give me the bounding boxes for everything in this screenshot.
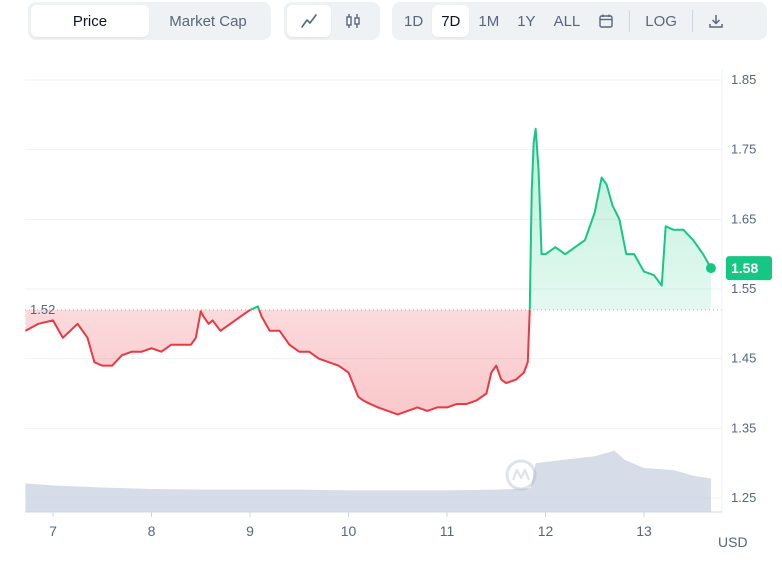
range-1y-button[interactable]: 1Y (517, 12, 536, 30)
log-scale-button[interactable]: LOG (645, 12, 677, 30)
line-chart-icon (301, 14, 317, 28)
x-tick-label: 12 (538, 523, 554, 539)
price-line-down (24, 309, 531, 416)
line-chart-button[interactable] (287, 5, 331, 37)
price-area-down (25, 309, 711, 415)
range-1d-button[interactable]: 1D (404, 12, 424, 30)
watermark-logo (505, 459, 537, 491)
last-price-tag: 1.58 (726, 256, 772, 281)
x-tick-label: 7 (49, 523, 57, 539)
tab-market-cap[interactable]: Market Cap (169, 12, 247, 30)
baseline-label: 1.52 (30, 302, 55, 317)
price-area-up (250, 128, 711, 310)
x-tick-label: 9 (246, 523, 254, 539)
y-tick-label: 1.75 (731, 142, 756, 157)
y-tick-label: 1.45 (731, 351, 756, 366)
price-line-up (248, 127, 712, 310)
metric-toggle: Price Market Cap (28, 2, 271, 40)
last-price-label: 1.58 (731, 260, 758, 276)
price-area (25, 128, 711, 415)
candlestick-button[interactable] (331, 5, 375, 37)
calendar-icon (599, 14, 613, 28)
currency-label: USD (718, 534, 748, 550)
x-tick-label: 10 (341, 523, 357, 539)
download-icon (709, 15, 723, 28)
range-7d-button[interactable]: 7D (432, 5, 470, 37)
tab-price[interactable]: Price (31, 5, 149, 37)
chart-type-toggle (284, 2, 380, 40)
y-tick-label: 1.25 (731, 490, 756, 505)
x-tick-label: 11 (440, 523, 455, 539)
price-line (24, 127, 712, 416)
last-price-dot[interactable] (705, 263, 716, 274)
volume-area (25, 450, 711, 512)
x-axis: 7 8 9 10 11 12 13 (49, 512, 652, 539)
y-tick-label: 1.85 (731, 72, 756, 87)
y-tick-label: 1.35 (731, 420, 756, 435)
y-tick-label: 1.55 (731, 281, 756, 296)
last-price-tag-bg (726, 256, 772, 281)
volume-shape (25, 450, 711, 512)
calendar-button[interactable] (589, 5, 623, 37)
x-tick-label: 8 (148, 523, 156, 539)
download-button[interactable] (699, 5, 733, 37)
range-toggle: 1D 7D 1M 1Y ALL LOG (392, 2, 767, 40)
toolbar-divider (691, 10, 693, 32)
y-axis: 1.85 1.75 1.65 1.55 1.45 1.35 1.25 (731, 72, 756, 505)
range-1m-button[interactable]: 1M (478, 12, 500, 30)
y-tick-label: 1.65 (731, 211, 756, 226)
candlestick-icon (346, 14, 360, 28)
range-all-button[interactable]: ALL (553, 12, 581, 30)
toolbar-divider (629, 10, 631, 32)
x-tick-label: 13 (636, 523, 652, 539)
